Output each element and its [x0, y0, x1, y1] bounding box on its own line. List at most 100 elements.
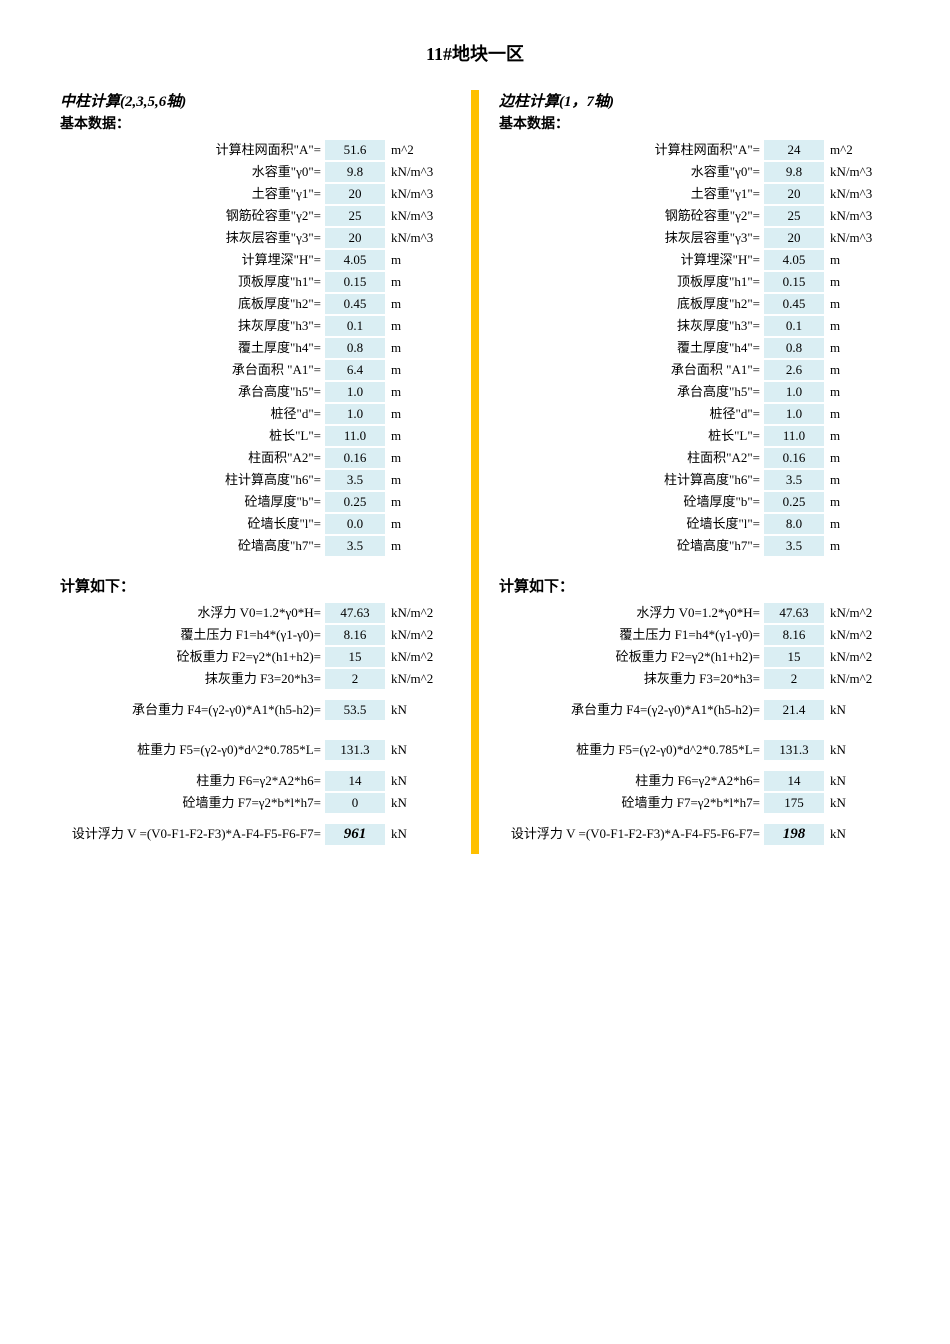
row-unit: m^2 — [824, 142, 890, 158]
row-unit: m — [385, 406, 451, 422]
section-header: 中柱计算(2,3,5,6轴) — [60, 90, 451, 111]
row-value: 1.0 — [764, 382, 824, 402]
calc-label: 水浮力 V0=1.2*γ0*H= — [60, 605, 325, 622]
row-label: 承台面积 "A1"= — [60, 362, 325, 379]
row-unit: m — [824, 384, 890, 400]
row-value: 1.0 — [325, 382, 385, 402]
row-label: 水容重"γ0"= — [499, 164, 764, 181]
row-label: 计算埋深"H"= — [60, 252, 325, 269]
row-unit: m — [385, 472, 451, 488]
calc-unit: kN/m^2 — [385, 627, 451, 643]
row-value: 20 — [325, 184, 385, 204]
calc-value: 53.5 — [325, 700, 385, 720]
calc-label: 砼墙重力 F7=γ2*b*l*h7= — [499, 795, 764, 812]
calc-value: 0 — [325, 793, 385, 813]
page-title: 11#地块一区 — [60, 40, 890, 66]
row-label: 底板厚度"h2"= — [60, 296, 325, 313]
row-unit: kN/m^3 — [385, 186, 451, 202]
data-row: 计算柱网面积"A"=24m^2 — [499, 139, 890, 161]
row-label: 顶板厚度"h1"= — [499, 274, 764, 291]
row-unit: m — [385, 340, 451, 356]
calc-value: 2 — [325, 669, 385, 689]
row-value: 51.6 — [325, 140, 385, 160]
row-label: 抹灰厚度"h3"= — [499, 318, 764, 335]
row-unit: m — [824, 362, 890, 378]
calc-row: 桩重力 F5=(γ2-γ0)*d^2*0.785*L=131.3kN — [60, 730, 451, 770]
data-row: 砼墙厚度"b"=0.25m — [60, 491, 451, 513]
row-label: 底板厚度"h2"= — [499, 296, 764, 313]
data-row: 钢筋砼容重"γ2"=25kN/m^3 — [60, 205, 451, 227]
calc-label: 抹灰重力 F3=20*h3= — [499, 671, 764, 688]
data-row: 柱面积"A2"=0.16m — [499, 447, 890, 469]
row-label: 柱面积"A2"= — [60, 450, 325, 467]
row-label: 抹灰层容重"γ3"= — [499, 230, 764, 247]
row-unit: kN/m^3 — [385, 208, 451, 224]
calc-unit: kN — [824, 795, 890, 811]
row-value: 4.05 — [325, 250, 385, 270]
data-row: 底板厚度"h2"=0.45m — [60, 293, 451, 315]
row-label: 桩长"L"= — [499, 428, 764, 445]
data-row: 桩径"d"=1.0m — [499, 403, 890, 425]
calc-value: 8.16 — [764, 625, 824, 645]
row-label: 承台面积 "A1"= — [499, 362, 764, 379]
row-label: 柱计算高度"h6"= — [499, 472, 764, 489]
row-label: 桩径"d"= — [499, 406, 764, 423]
calc-value: 15 — [764, 647, 824, 667]
data-row: 承台面积 "A1"=2.6m — [499, 359, 890, 381]
row-value: 4.05 — [764, 250, 824, 270]
data-row: 土容重"γ1"=20kN/m^3 — [499, 183, 890, 205]
calc-label: 覆土压力 F1=h4*(γ1-γ0)= — [60, 627, 325, 644]
calc-unit: kN/m^2 — [824, 627, 890, 643]
calc-value: 14 — [325, 771, 385, 791]
calc-unit: kN/m^2 — [824, 649, 890, 665]
data-row: 覆土厚度"h4"=0.8m — [60, 337, 451, 359]
calc-row: 柱重力 F6=γ2*A2*h6=14kN — [499, 770, 890, 792]
row-unit: kN/m^3 — [385, 230, 451, 246]
row-value: 0.16 — [764, 448, 824, 468]
calc-value: 131.3 — [764, 740, 824, 760]
calc-label: 覆土压力 F1=h4*(γ1-γ0)= — [499, 627, 764, 644]
data-row: 承台面积 "A1"=6.4m — [60, 359, 451, 381]
calc-unit: kN/m^2 — [824, 605, 890, 621]
row-value: 3.5 — [325, 470, 385, 490]
row-label: 砼墙长度"l"= — [60, 516, 325, 533]
calc-value: 131.3 — [325, 740, 385, 760]
row-value: 0.15 — [325, 272, 385, 292]
row-unit: m — [385, 296, 451, 312]
calc-row: 承台重力 F4=(γ2-γ0)*A1*(h5-h2)=53.5kN — [60, 690, 451, 730]
calc-row: 砼墙重力 F7=γ2*b*l*h7=175kN — [499, 792, 890, 814]
calc-label: 砼板重力 F2=γ2*(h1+h2)= — [60, 649, 325, 666]
row-value: 9.8 — [325, 162, 385, 182]
row-value: 20 — [764, 228, 824, 248]
row-unit: m^2 — [385, 142, 451, 158]
row-unit: m — [824, 428, 890, 444]
calc-label: 承台重力 F4=(γ2-γ0)*A1*(h5-h2)= — [60, 702, 325, 719]
data-row: 承台高度"h5"=1.0m — [499, 381, 890, 403]
data-row: 土容重"γ1"=20kN/m^3 — [60, 183, 451, 205]
calc-label: 承台重力 F4=(γ2-γ0)*A1*(h5-h2)= — [499, 702, 764, 719]
row-label: 砼墙高度"h7"= — [499, 538, 764, 555]
data-row: 砼墙长度"l"=0.0m — [60, 513, 451, 535]
row-value: 20 — [325, 228, 385, 248]
data-row: 顶板厚度"h1"=0.15m — [499, 271, 890, 293]
calc-unit: kN — [824, 826, 890, 842]
row-label: 砼墙厚度"b"= — [499, 494, 764, 511]
data-row: 砼墙高度"h7"=3.5m — [499, 535, 890, 557]
row-label: 水容重"γ0"= — [60, 164, 325, 181]
row-unit: m — [385, 538, 451, 554]
row-label: 抹灰层容重"γ3"= — [60, 230, 325, 247]
section-sub: 基本数据： — [499, 113, 890, 133]
row-value: 20 — [764, 184, 824, 204]
calc-value: 175 — [764, 793, 824, 813]
row-unit: m — [385, 428, 451, 444]
calc-value: 2 — [764, 669, 824, 689]
calc-label: 柱重力 F6=γ2*A2*h6= — [60, 773, 325, 790]
row-value: 3.5 — [764, 470, 824, 490]
row-unit: m — [385, 274, 451, 290]
calc-row: 抹灰重力 F3=20*h3=2kN/m^2 — [60, 668, 451, 690]
calc-unit: kN/m^2 — [385, 671, 451, 687]
calc-unit: kN/m^2 — [824, 671, 890, 687]
data-row: 计算埋深"H"=4.05m — [60, 249, 451, 271]
row-value: 0.1 — [764, 316, 824, 336]
row-value: 25 — [764, 206, 824, 226]
